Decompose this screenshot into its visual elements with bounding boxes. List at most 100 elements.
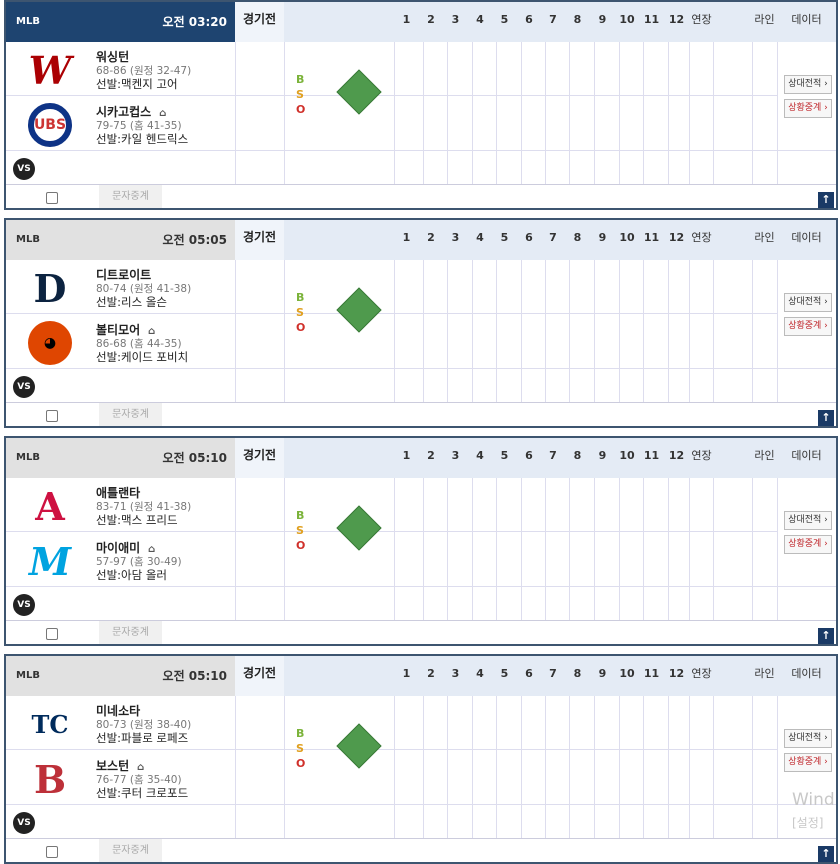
braves-logo: A [35, 483, 65, 529]
grid-line [447, 260, 448, 402]
team-name-away[interactable]: 워싱턴 [96, 48, 129, 65]
team-name: 시카고컵스 [96, 105, 152, 119]
team-name-home[interactable]: 보스턴 ⌂ [96, 757, 144, 774]
home-icon: ⌂ [148, 544, 156, 555]
inning-header: 3 [451, 231, 460, 244]
ball-label: B [296, 509, 305, 522]
inning-header: 11 [643, 667, 660, 680]
grid-line [668, 478, 669, 620]
head-to-head-button[interactable]: 상대전적 › [784, 729, 832, 748]
inning-header: 11 [643, 449, 660, 462]
select-checkbox[interactable] [46, 628, 58, 640]
live-relay-button[interactable]: 상황중계 › [784, 317, 832, 336]
inning-header: 2 [427, 667, 435, 680]
team-name-home[interactable]: 시카고컵스 ⌂ [96, 103, 166, 120]
grid-line [545, 42, 546, 184]
grid-line [668, 42, 669, 184]
extra-header: 연장 [691, 667, 712, 680]
twins-logo: TC [31, 709, 69, 739]
team-name-away[interactable]: 애틀랜타 [96, 484, 140, 501]
grid-line [668, 260, 669, 402]
live-relay-button[interactable]: 상황중계 › [784, 753, 832, 772]
home-icon: ⌂ [148, 326, 156, 337]
inning-header: 12 [668, 231, 685, 244]
bso-indicator: B S O [296, 72, 305, 117]
grid-line [777, 696, 778, 838]
grid-line [619, 696, 620, 838]
inning-header: 10 [619, 449, 635, 462]
inning-header: 4 [476, 13, 484, 26]
starting-pitcher: 선발:맥켄지 고어 [96, 77, 178, 91]
game-header: MLB 오전 05:10 경기전 1 2 3 4 5 6 7 8 9 10 11 12 연장 라인 데이터 [6, 656, 836, 696]
game-card: MLB 오전 03:20 경기전 1 2 3 4 5 6 7 8 9 10 11 12 연장 라인 데이터 W… [4, 0, 838, 210]
inning-header: 1 [402, 231, 411, 244]
select-checkbox[interactable] [46, 846, 58, 858]
grid-line [472, 478, 473, 620]
row-divider [6, 749, 777, 750]
arrow-up-icon[interactable]: ↑ [818, 192, 834, 208]
league-label: MLB [16, 16, 40, 27]
out-label: O [296, 103, 306, 116]
inning-header: 10 [619, 667, 635, 680]
league-time-cell: MLB 오전 05:10 [6, 656, 235, 696]
grid-line [713, 696, 714, 838]
select-checkbox[interactable] [46, 192, 58, 204]
grid-line [545, 696, 546, 838]
team-name-away[interactable]: 디트로이트 [96, 266, 151, 283]
inning-header: 8 [573, 231, 582, 244]
grid-line [713, 478, 714, 620]
league-time-cell: MLB 오전 03:20 [6, 2, 235, 42]
inning-header: 1 [402, 667, 411, 680]
arrow-up-icon[interactable]: ↑ [818, 410, 834, 426]
grid-line [284, 696, 285, 838]
game-footer: 문자중계 ↑ [6, 184, 836, 208]
select-checkbox[interactable] [46, 410, 58, 422]
grid-line [235, 42, 236, 184]
head-to-head-button[interactable]: 상대전적 › [784, 75, 832, 94]
team-name-away[interactable]: 미네소타 [96, 702, 140, 719]
grid-line [394, 260, 395, 402]
game-status: 경기전 [235, 2, 284, 42]
head-to-head-button[interactable]: 상대전적 › [784, 293, 832, 312]
grid-line [569, 696, 570, 838]
inning-header: 5 [500, 449, 509, 462]
text-relay-button[interactable]: 문자중계 [99, 839, 162, 862]
grid-line [569, 260, 570, 402]
row-divider [6, 531, 777, 532]
text-relay-button[interactable]: 문자중계 [99, 403, 162, 426]
grid-line [496, 42, 497, 184]
strike-label: S [296, 742, 304, 755]
grid-line [496, 696, 497, 838]
arrow-up-icon[interactable]: ↑ [818, 846, 834, 862]
data-header: 데이터 [791, 667, 822, 680]
live-relay-button[interactable]: 상황중계 › [784, 535, 832, 554]
text-relay-button[interactable]: 문자중계 [99, 185, 162, 208]
baseball-diamond-icon [336, 505, 382, 551]
team-name: 디트로이트 [96, 268, 152, 282]
team-record: 68-86 (원정 32-47) [96, 65, 192, 77]
inning-header: 8 [573, 449, 582, 462]
grid-line [643, 696, 644, 838]
inning-header: 7 [549, 231, 557, 244]
data-header: 데이터 [791, 449, 822, 462]
team-name-home[interactable]: 마이애미 ⌂ [96, 539, 155, 556]
grid-line [689, 260, 690, 402]
row-divider [6, 150, 836, 151]
team-name-home[interactable]: 볼티모어 ⌂ [96, 321, 155, 338]
game-time: 오전 03:20 [162, 15, 227, 29]
arrow-up-icon[interactable]: ↑ [818, 628, 834, 644]
grid-line [521, 696, 522, 838]
text-relay-button[interactable]: 문자중계 [99, 621, 162, 644]
inning-header: 2 [427, 231, 435, 244]
team-record: 79-75 (홈 41-35) [96, 120, 182, 132]
inning-header: 9 [598, 13, 607, 26]
grid-line [394, 478, 395, 620]
redsox-logo: B [33, 756, 67, 802]
inning-header: 6 [525, 667, 533, 680]
inning-header: 10 [619, 231, 635, 244]
head-to-head-button[interactable]: 상대전적 › [784, 511, 832, 530]
inning-header: 8 [573, 667, 582, 680]
live-relay-button[interactable]: 상황중계 › [784, 99, 832, 118]
team-record: 83-71 (원정 41-38) [96, 501, 192, 513]
data-header: 데이터 [791, 13, 822, 26]
